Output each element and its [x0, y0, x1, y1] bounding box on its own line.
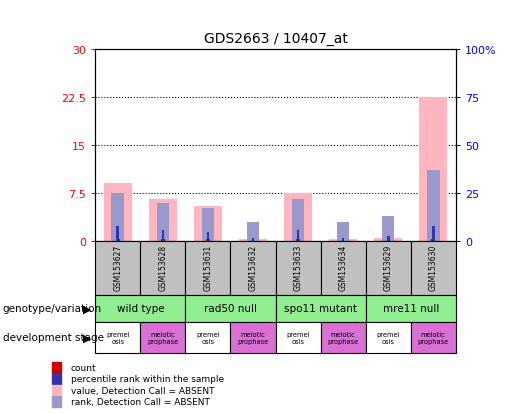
Bar	[231, 242, 276, 295]
Bar	[329, 240, 357, 242]
Bar	[366, 295, 456, 322]
Bar	[52, 385, 61, 396]
Bar	[276, 295, 366, 322]
Text: development stage: development stage	[3, 332, 104, 342]
Bar	[185, 295, 276, 322]
Bar	[95, 322, 140, 353]
Bar	[161, 240, 165, 242]
Bar	[284, 194, 312, 242]
Text: percentile rank within the sample: percentile rank within the sample	[71, 375, 224, 383]
Bar	[140, 322, 185, 353]
Text: premei
osis: premei osis	[196, 331, 220, 344]
Bar	[291, 199, 304, 242]
Bar	[111, 194, 124, 242]
Text: rad50 null: rad50 null	[204, 304, 257, 314]
Bar	[410, 322, 456, 353]
Bar	[419, 97, 447, 242]
Text: count: count	[71, 363, 96, 372]
Bar	[185, 242, 231, 295]
Bar	[149, 200, 177, 242]
Bar	[157, 203, 169, 242]
Bar	[276, 242, 320, 295]
Bar	[366, 242, 410, 295]
Bar	[194, 206, 222, 242]
Bar	[382, 217, 394, 242]
Text: meiotic
prophase: meiotic prophase	[328, 331, 359, 344]
Text: genotype/variation: genotype/variation	[3, 304, 101, 313]
Text: GSM153633: GSM153633	[294, 244, 302, 290]
Bar	[432, 226, 435, 242]
Bar	[140, 242, 185, 295]
Bar	[116, 226, 119, 242]
Bar	[207, 232, 209, 242]
Bar	[104, 184, 132, 242]
Text: rank, Detection Call = ABSENT: rank, Detection Call = ABSENT	[71, 397, 210, 406]
Text: meiotic
prophase: meiotic prophase	[418, 331, 449, 344]
Text: spo11 mutant: spo11 mutant	[284, 304, 357, 314]
Bar	[297, 230, 299, 242]
Text: GSM153630: GSM153630	[429, 244, 438, 290]
Title: GDS2663 / 10407_at: GDS2663 / 10407_at	[203, 32, 348, 46]
Bar	[202, 209, 214, 242]
Bar	[52, 362, 61, 373]
Bar	[115, 239, 120, 242]
Text: GSM153631: GSM153631	[203, 244, 212, 290]
Bar	[427, 171, 439, 242]
Bar	[95, 242, 140, 295]
Bar	[252, 239, 254, 242]
Text: premei
osis: premei osis	[376, 331, 400, 344]
Bar	[296, 240, 300, 242]
Bar	[320, 322, 366, 353]
Text: GSM153629: GSM153629	[384, 244, 392, 290]
Text: ▶: ▶	[83, 332, 92, 342]
Text: GSM153628: GSM153628	[159, 244, 167, 290]
Text: meiotic
prophase: meiotic prophase	[237, 331, 269, 344]
Text: GSM153632: GSM153632	[249, 244, 258, 290]
Bar	[95, 295, 185, 322]
Bar	[410, 242, 456, 295]
Text: mre11 null: mre11 null	[383, 304, 439, 314]
Bar	[247, 222, 259, 242]
Bar	[52, 396, 61, 407]
Text: GSM153634: GSM153634	[339, 244, 348, 290]
Bar	[205, 240, 210, 242]
Bar	[374, 238, 402, 242]
Bar	[239, 240, 267, 242]
Bar	[342, 239, 345, 242]
Bar	[431, 240, 436, 242]
Bar	[366, 322, 410, 353]
Bar	[387, 237, 389, 242]
Bar	[320, 242, 366, 295]
Text: premei
osis: premei osis	[286, 331, 310, 344]
Text: meiotic
prophase: meiotic prophase	[147, 331, 179, 344]
Text: value, Detection Call = ABSENT: value, Detection Call = ABSENT	[71, 386, 214, 395]
Bar	[162, 230, 164, 242]
Bar	[185, 322, 231, 353]
Bar	[337, 222, 349, 242]
Text: ▶: ▶	[83, 304, 92, 313]
Bar	[52, 374, 61, 384]
Bar	[231, 322, 276, 353]
Text: GSM153627: GSM153627	[113, 244, 122, 290]
Text: wild type: wild type	[116, 304, 164, 314]
Text: premei
osis: premei osis	[106, 331, 130, 344]
Bar	[276, 322, 320, 353]
